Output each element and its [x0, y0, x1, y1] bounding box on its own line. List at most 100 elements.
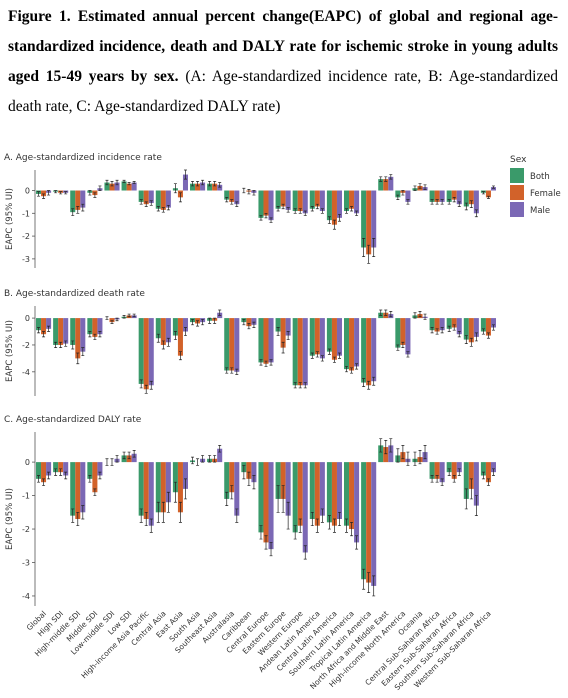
error-bar — [389, 174, 393, 180]
error-bar — [144, 511, 148, 527]
error-bar — [320, 355, 324, 362]
y-tick-label: 0 — [25, 314, 30, 323]
error-bar — [201, 455, 205, 463]
error-bar — [430, 475, 434, 483]
error-bar — [191, 319, 195, 326]
bar — [75, 462, 81, 519]
error-bar — [418, 450, 422, 465]
error-bar — [491, 324, 495, 331]
error-bar — [173, 183, 177, 194]
bar — [468, 318, 474, 343]
bar — [319, 462, 325, 516]
error-bar — [384, 176, 388, 182]
error-bar — [88, 331, 92, 338]
error-bar — [201, 179, 205, 186]
bar — [366, 190, 372, 255]
error-bar — [486, 478, 490, 486]
bar — [263, 190, 269, 216]
error-bar — [298, 518, 302, 533]
bar — [429, 318, 435, 331]
bar — [280, 462, 286, 499]
bar — [285, 462, 291, 516]
bar — [446, 462, 452, 473]
error-bar — [350, 521, 354, 537]
bar — [473, 462, 479, 506]
bar — [429, 462, 435, 479]
bar — [361, 462, 367, 580]
error-bar — [281, 341, 285, 354]
error-bar — [139, 199, 143, 205]
error-bar — [213, 317, 217, 324]
error-bar — [218, 309, 222, 316]
bar — [405, 318, 411, 355]
bar — [468, 190, 474, 205]
error-bar — [423, 445, 427, 460]
error-bar — [379, 438, 383, 453]
error-bar — [183, 327, 187, 336]
bar — [405, 190, 411, 202]
bar — [331, 318, 337, 360]
error-bar — [76, 206, 80, 214]
error-bar — [47, 471, 51, 480]
error-bar — [37, 327, 41, 334]
bar — [182, 174, 188, 191]
bar — [143, 318, 149, 390]
bar — [456, 318, 462, 335]
bar — [109, 183, 115, 191]
error-bar — [156, 501, 160, 523]
bar — [383, 179, 389, 191]
error-bar — [320, 508, 324, 523]
error-bar — [481, 191, 485, 195]
bar — [361, 318, 367, 383]
error-bar — [42, 193, 46, 199]
bar — [246, 318, 252, 327]
error-bar — [396, 344, 400, 351]
error-bar — [413, 185, 417, 191]
error-bar — [161, 207, 165, 213]
bar — [378, 179, 384, 191]
error-bar — [413, 451, 417, 466]
error-bar — [327, 348, 331, 355]
error-bar — [303, 382, 307, 389]
bar — [331, 190, 337, 225]
error-bar — [225, 367, 229, 374]
bar — [463, 462, 469, 499]
error-bar — [178, 501, 182, 523]
bar — [326, 190, 332, 221]
error-bar — [345, 208, 349, 214]
error-bar — [491, 468, 495, 476]
error-bar — [384, 309, 388, 316]
bar — [344, 462, 350, 526]
bar — [434, 318, 440, 332]
bar — [160, 318, 166, 345]
error-bar — [259, 359, 263, 366]
error-bar — [42, 478, 46, 486]
error-bar — [469, 478, 473, 500]
error-bar — [88, 475, 92, 483]
bar — [195, 183, 201, 191]
bar — [131, 453, 137, 463]
error-bar — [37, 475, 41, 483]
y-tick-label: 0 — [25, 458, 30, 467]
error-bar — [161, 501, 165, 523]
bar — [80, 318, 86, 352]
bar — [63, 462, 69, 476]
bar — [126, 183, 132, 191]
y-tick-label: -4 — [22, 368, 30, 377]
bar — [331, 462, 337, 526]
bar — [309, 462, 315, 519]
error-bar — [389, 438, 393, 453]
bar — [87, 318, 93, 335]
error-bar — [144, 384, 148, 394]
error-bar — [76, 352, 80, 365]
bar — [109, 318, 115, 323]
bar — [229, 190, 235, 202]
bar — [490, 318, 496, 328]
bar — [383, 447, 389, 463]
bar — [490, 462, 496, 473]
error-bar — [264, 212, 268, 219]
error-bar — [430, 327, 434, 334]
error-bar — [457, 331, 461, 338]
error-bar — [474, 495, 478, 517]
